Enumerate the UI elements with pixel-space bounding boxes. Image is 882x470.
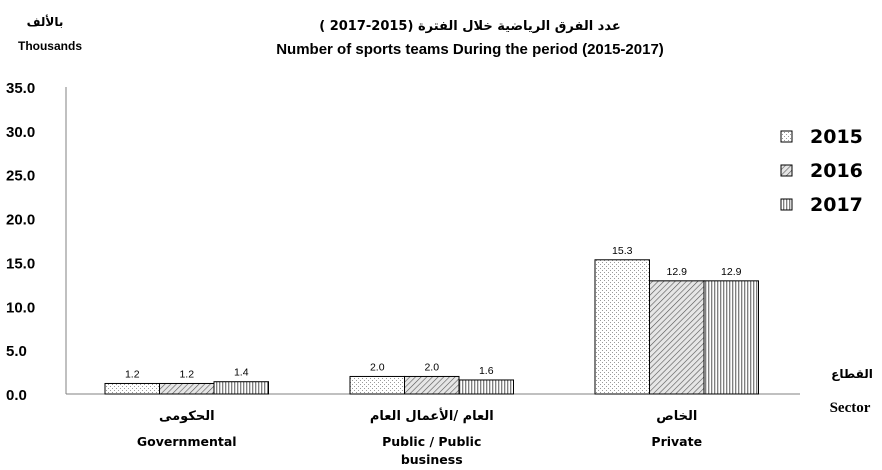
y-axis-label: Thousands (18, 39, 82, 53)
category-label-line2: business (401, 452, 463, 467)
legend: 2015 2016 2017 (780, 126, 863, 216)
category-label: Private (651, 434, 702, 449)
bar-value-label: 12.9 (721, 266, 742, 278)
category-label-arabic: الحكومى (159, 409, 215, 424)
y-tick-label: 20.0 (6, 212, 35, 229)
y-tick-label: 10.0 (6, 299, 35, 316)
legend-swatch-2017 (780, 198, 793, 211)
bar-2017 (703, 280, 759, 395)
bar-value-label: 12.9 (667, 266, 688, 278)
legend-swatch-2015 (780, 130, 793, 143)
category-label-arabic: الخاص (656, 409, 697, 424)
y-tick-label: 15.0 (6, 255, 35, 272)
x-axis-label-arabic: القطاع (831, 367, 873, 381)
legend-label: 2017 (810, 194, 863, 216)
y-axis-label-arabic: بالألف (27, 14, 64, 29)
bar-value-label: 1.2 (179, 368, 194, 380)
bar-value-label: 15.3 (612, 245, 633, 257)
legend-swatch-2016 (780, 164, 793, 177)
bars: 1.2 2.0 15.3 1.2 2.0 12.9 1.4 1.6 12.9 (104, 245, 759, 395)
y-tick-label: 25.0 (6, 168, 35, 185)
bar-2017 (213, 381, 269, 395)
y-tick-label: 0.0 (6, 387, 27, 404)
bar-2015 (104, 382, 160, 395)
y-tick-label: 30.0 (6, 124, 35, 141)
category-label-arabic: العام /الأعمال العام (370, 407, 494, 424)
category-label: Governmental (137, 434, 237, 449)
bar-2015 (349, 375, 405, 395)
legend-label: 2015 (810, 126, 863, 148)
chart-title: Number of sports teams During the period… (276, 41, 664, 58)
bar-value-label: 1.4 (234, 367, 249, 379)
bar-2016 (649, 280, 705, 395)
bar-2017 (458, 379, 514, 395)
bar-2015 (594, 259, 650, 395)
chart-title-arabic: عدد الفرق الرياضية خلال الفترة (2015-201… (319, 19, 621, 34)
bar-value-label: 1.2 (125, 368, 140, 380)
bar-value-label: 2.0 (424, 361, 439, 373)
bar-2016 (404, 375, 460, 395)
category-label: Public / Public (382, 434, 481, 449)
bar-value-label: 2.0 (370, 361, 385, 373)
legend-label: 2016 (810, 160, 863, 182)
y-tick-label: 5.0 (6, 343, 27, 360)
bar-value-label: 1.6 (479, 365, 494, 377)
category-labels: الحكومى Governmental العام /الأعمال العام P… (137, 407, 702, 467)
y-tick-label: 35.0 (6, 80, 35, 97)
y-ticks: 0.0 5.0 10.0 15.0 20.0 25.0 30.0 35.0 (6, 80, 35, 404)
x-axis-label: Sector (830, 400, 871, 416)
bar-2016 (159, 382, 215, 395)
